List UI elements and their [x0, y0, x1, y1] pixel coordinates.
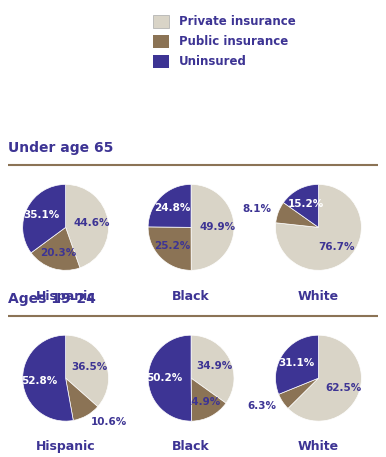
Text: Black: Black: [172, 441, 210, 453]
Text: Under age 65: Under age 65: [8, 141, 113, 155]
Text: 15.2%: 15.2%: [288, 199, 324, 209]
Wedge shape: [148, 335, 191, 421]
Text: 6.3%: 6.3%: [247, 401, 276, 411]
Text: Hispanic: Hispanic: [36, 441, 95, 453]
Text: 62.5%: 62.5%: [325, 383, 361, 393]
Wedge shape: [276, 335, 318, 394]
Text: 50.2%: 50.2%: [146, 373, 183, 383]
Text: 49.9%: 49.9%: [200, 222, 236, 232]
Text: 14.9%: 14.9%: [185, 397, 222, 407]
Wedge shape: [23, 335, 73, 421]
Text: 20.3%: 20.3%: [40, 248, 76, 258]
Text: Ages 19-24: Ages 19-24: [8, 292, 96, 306]
Text: 44.6%: 44.6%: [74, 218, 110, 228]
Wedge shape: [31, 228, 80, 270]
Text: 8.1%: 8.1%: [242, 204, 271, 214]
Wedge shape: [288, 335, 361, 421]
Wedge shape: [279, 378, 318, 409]
Wedge shape: [66, 335, 108, 407]
Wedge shape: [148, 227, 191, 270]
Wedge shape: [276, 184, 361, 270]
Wedge shape: [191, 378, 226, 421]
Text: 76.7%: 76.7%: [318, 242, 354, 252]
Legend: Private insurance, Public insurance, Uninsured: Private insurance, Public insurance, Uni…: [152, 15, 295, 68]
Text: 36.5%: 36.5%: [72, 362, 108, 372]
Wedge shape: [191, 184, 234, 270]
Text: 31.1%: 31.1%: [278, 358, 315, 368]
Wedge shape: [191, 335, 234, 403]
Text: White: White: [298, 290, 339, 303]
Text: 25.2%: 25.2%: [154, 241, 190, 251]
Wedge shape: [283, 184, 318, 228]
Wedge shape: [276, 202, 318, 228]
Text: 52.8%: 52.8%: [21, 376, 57, 386]
Text: Black: Black: [172, 290, 210, 303]
Wedge shape: [66, 378, 98, 420]
Text: 34.9%: 34.9%: [196, 361, 233, 371]
Text: Hispanic: Hispanic: [36, 290, 95, 303]
Wedge shape: [148, 184, 191, 228]
Text: 24.8%: 24.8%: [154, 203, 191, 213]
Text: White: White: [298, 441, 339, 453]
Wedge shape: [66, 184, 108, 268]
Text: 35.1%: 35.1%: [24, 210, 60, 220]
Text: 10.6%: 10.6%: [90, 417, 127, 427]
Wedge shape: [23, 184, 66, 253]
